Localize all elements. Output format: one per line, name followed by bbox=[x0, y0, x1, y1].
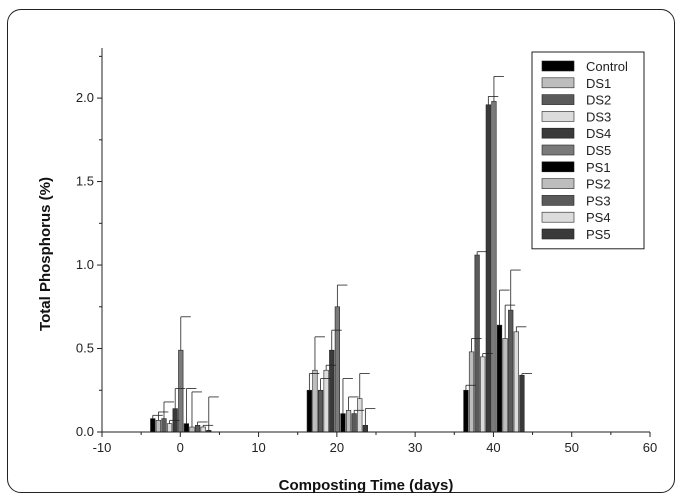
legend-swatch-ds4 bbox=[541, 127, 575, 139]
bar-ps1-day20 bbox=[340, 413, 346, 433]
bar-ds5-day0 bbox=[178, 349, 184, 433]
bar-ds5-day20 bbox=[334, 306, 340, 433]
bar-ps4-day40 bbox=[513, 331, 519, 433]
x-tick-label: 30 bbox=[408, 440, 422, 455]
bar-ps2-day0 bbox=[189, 426, 195, 433]
bar-ps3-day20 bbox=[351, 413, 357, 433]
bar-ds1-day20 bbox=[312, 369, 318, 433]
legend-swatch-ds3 bbox=[541, 111, 575, 122]
bar-ds3-day20 bbox=[323, 369, 329, 433]
bars-group bbox=[150, 101, 525, 433]
legend-label-ps1: PS1 bbox=[586, 160, 611, 175]
bar-control-day20 bbox=[306, 389, 312, 433]
x-tick-label: 40 bbox=[486, 440, 500, 455]
legend-swatch-ds5 bbox=[541, 144, 575, 156]
legend-label-ps4: PS4 bbox=[586, 210, 611, 225]
bar-ds2-day20 bbox=[317, 389, 324, 433]
y-tick-label: 0.0 bbox=[76, 424, 94, 439]
bar-ps3-day0 bbox=[194, 425, 201, 433]
y-tick-label: 1.5 bbox=[76, 174, 94, 189]
bar-ps4-day20 bbox=[357, 398, 363, 433]
bar-ds2-day0 bbox=[161, 418, 167, 433]
error-bars-group bbox=[152, 75, 532, 431]
legend-swatch-ps1 bbox=[541, 161, 575, 173]
y-tick-label: 2.0 bbox=[76, 90, 94, 105]
legend-label-ds4: DS4 bbox=[586, 126, 611, 141]
figure-frame bbox=[7, 9, 675, 493]
bar-ps4-day0 bbox=[200, 426, 206, 433]
legend-swatch-ps4 bbox=[541, 211, 575, 223]
legend-label-ds3: DS3 bbox=[586, 109, 611, 124]
axes-group: -10 0 10 20 30 40 50 60 0.0 0.5 1.0 1.5 2.0 bbox=[76, 48, 657, 455]
legend-label-ds5: DS5 bbox=[586, 143, 611, 158]
x-tick-label: 50 bbox=[564, 440, 578, 455]
bar-ds1-day0 bbox=[155, 420, 161, 433]
x-axis-title: Composting Time (days) bbox=[279, 477, 454, 494]
legend-label-control: Control bbox=[586, 59, 628, 74]
bar-ps2-day40 bbox=[502, 338, 508, 433]
bar-ds3-day40 bbox=[480, 356, 486, 433]
bar-ps1-day40 bbox=[496, 324, 503, 433]
bar-ds5-day40 bbox=[491, 101, 497, 433]
bar-ps2-day20 bbox=[345, 409, 352, 433]
bar-ds3-day0 bbox=[166, 423, 173, 433]
legend-swatch-ps2 bbox=[541, 178, 575, 189]
y-tick-label: 0.5 bbox=[76, 341, 94, 356]
bar-ps1-day0 bbox=[183, 423, 189, 433]
legend-swatch-control bbox=[541, 60, 575, 72]
bar-ps3-day40 bbox=[508, 309, 514, 433]
legend-swatch-ps5 bbox=[541, 228, 575, 240]
bar-ds4-day40 bbox=[485, 104, 491, 433]
legend-swatch-ds1 bbox=[541, 77, 575, 89]
bar-ds4-day20 bbox=[329, 349, 335, 433]
x-tick-label: 20 bbox=[330, 440, 344, 455]
legend-label-ps3: PS3 bbox=[586, 193, 611, 208]
bar-ds2-day40 bbox=[474, 254, 480, 433]
legend-label-ds1: DS1 bbox=[586, 76, 611, 91]
legend-swatch-ps3 bbox=[541, 195, 575, 206]
bar-control-day0 bbox=[150, 418, 156, 433]
bar-control-day40 bbox=[463, 389, 469, 433]
bar-ps5-day40 bbox=[519, 374, 525, 433]
legend-label-ps5: PS5 bbox=[586, 227, 611, 242]
x-tick-label: 10 bbox=[251, 440, 265, 455]
y-tick-label: 1.0 bbox=[76, 257, 94, 272]
x-tick-label: -10 bbox=[93, 440, 112, 455]
x-tick-label: 0 bbox=[177, 440, 184, 455]
legend-label-ds2: DS2 bbox=[586, 93, 611, 108]
legend-label-ps2: PS2 bbox=[586, 177, 611, 192]
y-axis-title: Total Phosphorus (%) bbox=[37, 177, 54, 331]
legend-swatch-ds2 bbox=[541, 94, 575, 105]
x-tick-label: 60 bbox=[643, 440, 657, 455]
bar-ps5-day20 bbox=[362, 425, 368, 433]
bar-ds1-day40 bbox=[468, 351, 475, 433]
